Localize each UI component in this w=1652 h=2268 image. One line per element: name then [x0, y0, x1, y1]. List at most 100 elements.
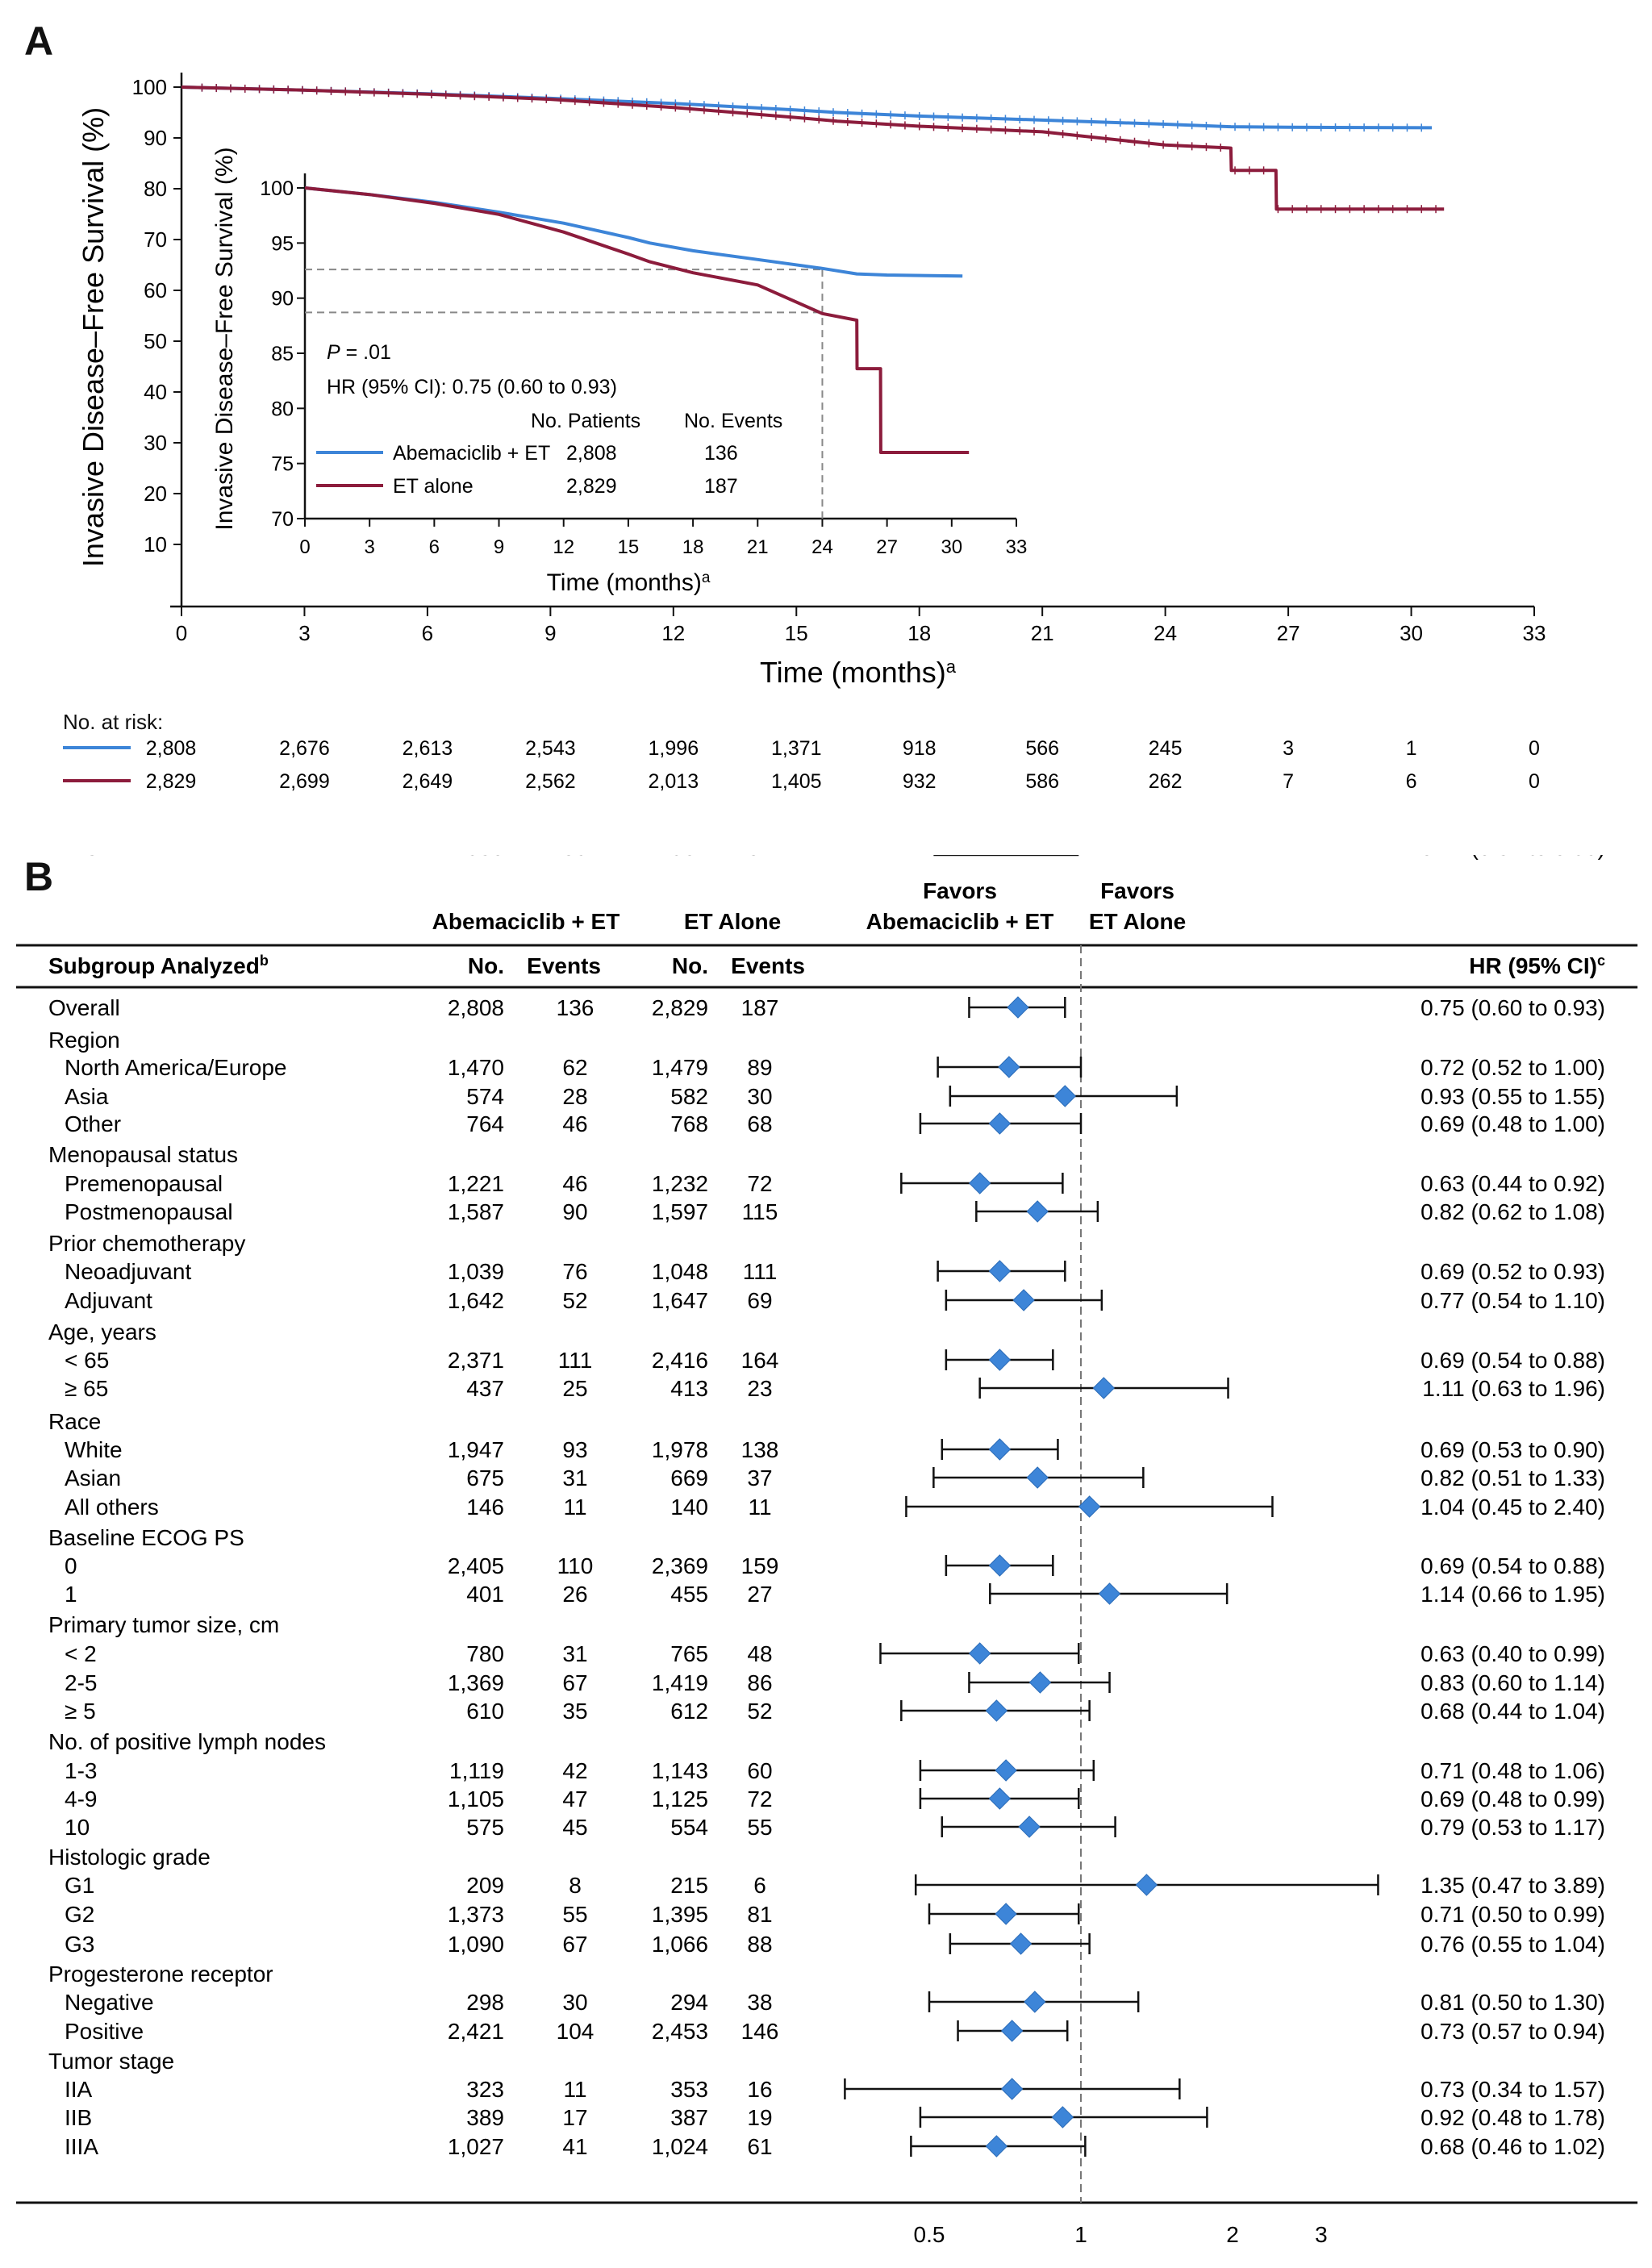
hr-ci-text: 0.71 (0.48 to 1.06)	[1420, 1758, 1605, 1783]
forest-row: Prior chemotherapy	[48, 1231, 245, 1256]
y-tick-label: 80	[144, 177, 167, 201]
forest-row: ≥ 65 437 25 413 23 1.11 (0.63 to 1.96)	[65, 1376, 1605, 1401]
y-tick-label: 30	[144, 431, 167, 455]
forest-row: < 2 780 31 765 48 0.63 (0.40 to 0.99)	[65, 1641, 1605, 1666]
y-tick-label: 100	[132, 75, 167, 99]
et-no: 353	[670, 2077, 708, 2102]
forest-row: G3 1,090 67 1,066 88 0.76 (0.55 to 1.04)	[65, 1932, 1605, 1957]
subgroup-heading: Race	[48, 1409, 101, 1434]
et-events: 6	[753, 1873, 766, 1898]
hr-diamond	[1012, 1289, 1035, 1311]
risk-table: 2,808 2,676 2,613 2,543 1,996 1,371 918 566 245 3…	[63, 737, 1540, 793]
et-events: 52	[747, 1699, 772, 1724]
subgroup-label: 0	[65, 1553, 77, 1578]
risk-value: 1	[1406, 737, 1417, 760]
subgroup-label: White	[65, 1437, 123, 1462]
hr-diamond	[1028, 1671, 1052, 1694]
et-no: 1,125	[652, 1786, 708, 1811]
et-events: 69	[747, 1288, 772, 1313]
abemaciclib-no: 764	[466, 1111, 504, 1136]
et-no: 455	[670, 1582, 708, 1607]
abemaciclib-no: 575	[466, 1815, 504, 1840]
hr-diamond	[995, 1759, 1017, 1782]
subgroup-label: Overall	[48, 995, 120, 1020]
hr-diamond	[1135, 1874, 1158, 1896]
risk-value: 1,996	[649, 737, 699, 760]
x-axis-title: Time (months)a	[760, 656, 957, 689]
forest-plot: Abemaciclib + ET ET Alone Favors Abemacicli…	[16, 855, 1637, 2247]
group-header-et-alone: ET Alone	[684, 909, 781, 934]
inset-legend-name: ET alone	[393, 475, 473, 498]
hr-ci-text: 1.11 (0.63 to 1.96)	[1422, 1376, 1605, 1401]
abemaciclib-events: 136	[557, 995, 594, 1020]
hr-ci-text: 0.72 (0.52 to 1.00)	[1420, 1055, 1605, 1080]
abemaciclib-no: 1,119	[449, 1758, 504, 1783]
forest-row: Tumor stage	[48, 2049, 174, 2074]
hr-ci-text: 0.75 (0.60 to 0.93)	[1420, 995, 1605, 1020]
et-no: 2,416	[652, 1348, 708, 1373]
et-events: 37	[747, 1465, 772, 1490]
et-no: 765	[670, 1641, 708, 1666]
et-events: 81	[747, 1902, 772, 1927]
et-events: 138	[741, 1437, 779, 1462]
hr-diamond	[1051, 2106, 1074, 2128]
subgroup-label: IIIC	[65, 855, 100, 860]
et-no: 387	[670, 2105, 708, 2130]
hr-ci-text: 0.71 (0.50 to 0.99)	[1420, 1902, 1605, 1927]
abemaciclib-events: 46	[562, 1111, 587, 1136]
hr-ci-text: 0.73 (0.57 to 0.94)	[1420, 2019, 1605, 2044]
subgroup-label: Negative	[65, 1990, 154, 2015]
hr-ci-text: 0.77 (0.54 to 1.10)	[1420, 1288, 1605, 1313]
inset-x-tick-label: 3	[365, 536, 375, 558]
et-events: 61	[747, 2134, 772, 2159]
hr-diamond	[995, 1903, 1017, 1925]
inset-legend-events: 136	[704, 442, 738, 465]
forest-row: 1 401 26 455 27 1.14 (0.66 to 1.95)	[65, 1582, 1605, 1607]
forest-row: Progesterone receptor	[48, 1962, 273, 1987]
subgroup-label: Asian	[65, 1465, 121, 1490]
abemaciclib-events: 67	[562, 1670, 587, 1695]
subgroup-label: Neoadjuvant	[65, 1259, 191, 1284]
col-header-subgroup: Subgroup Analyzedb	[48, 953, 269, 978]
forest-row: Baseline ECOG PS	[48, 1525, 244, 1550]
hr-diamond	[1098, 1582, 1121, 1605]
et-no: 612	[670, 1699, 708, 1724]
forest-row: 2-5 1,369 67 1,419 86 0.83 (0.60 to 1.14)	[65, 1670, 1605, 1695]
hr-ci-text: 0.71 (0.51 to 0.99)	[1420, 855, 1605, 860]
abemaciclib-events: 47	[562, 1786, 587, 1811]
subgroup-label: Asia	[65, 1084, 109, 1109]
hr-diamond	[985, 1699, 1008, 1722]
abemaciclib-events: 42	[562, 1758, 587, 1783]
subgroup-label: North America/Europe	[65, 1055, 286, 1080]
forest-row: 1-3 1,119 42 1,143 60 0.71 (0.48 to 1.06)	[65, 1758, 1605, 1783]
inset-p-value: P = .01	[327, 341, 391, 364]
forest-row: All others 146 11 140 11 1.04 (0.45 to 2.40)	[65, 1495, 1605, 1520]
risk-value: 2,613	[403, 737, 453, 760]
et-no: 669	[670, 1465, 708, 1490]
hr-diamond	[968, 1642, 991, 1665]
forest-row: 10 575 45 554 55 0.79 (0.53 to 1.17)	[65, 1815, 1605, 1840]
risk-value: 1,405	[771, 770, 822, 793]
et-events: 84	[747, 855, 772, 860]
abemaciclib-no: 2,371	[448, 1348, 504, 1373]
x-tick-label: 6	[422, 621, 433, 645]
inset-y-axis-title: Invasive Disease–Free Survival (%)	[211, 147, 238, 530]
et-no: 962	[670, 855, 708, 860]
et-events: 16	[747, 2077, 772, 2102]
forest-x-tick-label: 1	[1074, 2222, 1087, 2247]
subgroup-label: Premenopausal	[65, 1171, 223, 1196]
hr-ci-text: 0.93 (0.55 to 1.55)	[1420, 1084, 1605, 1109]
inset-x-tick-label: 12	[553, 536, 574, 558]
inset-legend-name: Abemaciclib + ET	[393, 442, 550, 465]
group-header-abemaciclib: Abemaciclib + ET	[432, 909, 620, 934]
et-events: 88	[747, 1932, 772, 1957]
forest-row: Race	[48, 1409, 101, 1434]
inset-x-tick-label: 33	[1006, 536, 1028, 558]
hr-diamond	[988, 1260, 1012, 1282]
hr-diamond	[1053, 1085, 1077, 1107]
et-events: 60	[747, 1758, 772, 1783]
risk-value: 2,808	[146, 737, 197, 760]
abemaciclib-no: 574	[466, 1084, 504, 1109]
abemaciclib-no: 401	[466, 1582, 504, 1607]
hr-ci-text: 0.69 (0.54 to 0.88)	[1420, 1553, 1605, 1578]
